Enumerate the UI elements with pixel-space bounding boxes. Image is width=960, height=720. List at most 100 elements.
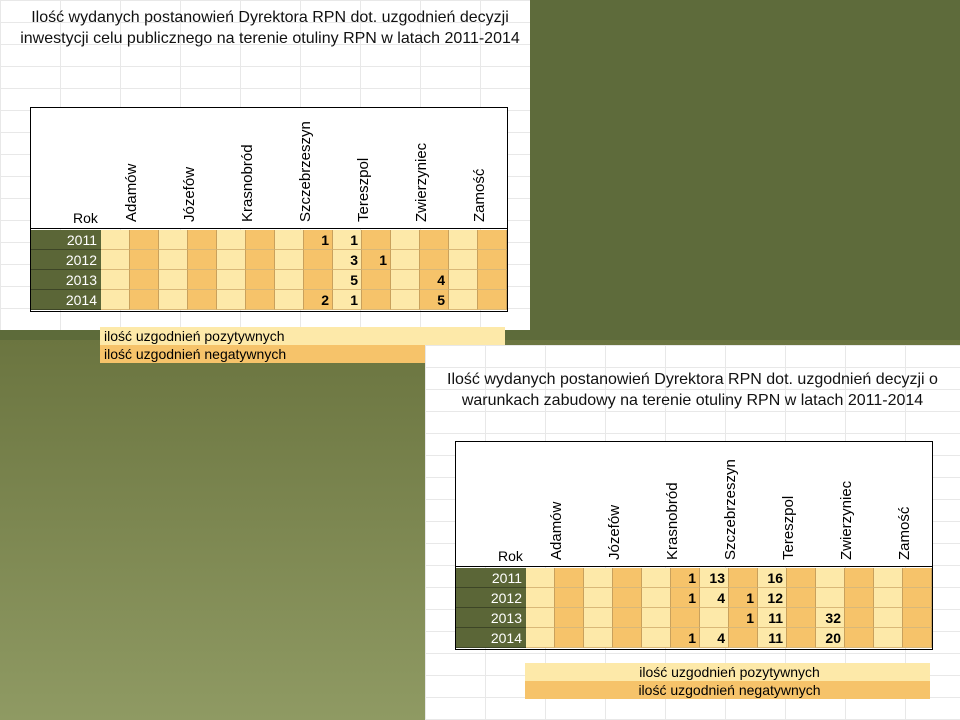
column-header: Józefów bbox=[603, 450, 623, 560]
negative-cell bbox=[188, 270, 217, 290]
year-cell: 2011 bbox=[31, 230, 101, 250]
table2: Rok Adamów Józefów Krasnobród Szczebrzeszyn… bbox=[455, 441, 933, 650]
negative-cell bbox=[845, 628, 874, 648]
positive-cell bbox=[391, 290, 420, 310]
negative-cell bbox=[362, 230, 391, 250]
column-header: Szczebrzeszyn bbox=[294, 112, 314, 222]
column-header-label: Zamość bbox=[896, 506, 914, 560]
column-header: Adamów bbox=[120, 112, 140, 222]
positive-cell: 4 bbox=[700, 588, 729, 608]
negative-cell bbox=[188, 250, 217, 270]
table-row: 2011 1 13 16 bbox=[456, 568, 932, 588]
negative-cell: 1 bbox=[671, 568, 700, 588]
negative-cell bbox=[613, 628, 642, 648]
table2-rok-label: Rok bbox=[498, 548, 523, 564]
column-header: Tereszpol bbox=[352, 112, 372, 222]
positive-cell bbox=[526, 628, 555, 648]
column-header-label: Tereszpol bbox=[355, 157, 373, 222]
positive-cell bbox=[159, 230, 188, 250]
negative-cell bbox=[903, 608, 932, 628]
positive-cell bbox=[159, 270, 188, 290]
negative-cell: 1 bbox=[671, 628, 700, 648]
column-header-label: Krasnobród bbox=[664, 482, 682, 560]
positive-cell: 13 bbox=[700, 568, 729, 588]
negative-cell bbox=[246, 230, 275, 250]
positive-cell bbox=[526, 568, 555, 588]
table-row: 2013 1 11 32 bbox=[456, 608, 932, 628]
table-row: 2013 5 4 bbox=[31, 270, 507, 290]
negative-cell bbox=[845, 568, 874, 588]
positive-cell bbox=[449, 290, 478, 310]
positive-cell bbox=[584, 628, 613, 648]
positive-cell bbox=[816, 568, 845, 588]
column-header: Krasnobród bbox=[236, 112, 256, 222]
year-cell: 2014 bbox=[31, 290, 101, 310]
positive-cell bbox=[816, 588, 845, 608]
positive-cell bbox=[275, 230, 304, 250]
negative-cell: 1 bbox=[304, 230, 333, 250]
table2-legend: ilość uzgodnień pozytywnych ilość uzgodn… bbox=[525, 663, 930, 699]
negative-cell bbox=[246, 250, 275, 270]
positive-cell bbox=[101, 230, 130, 250]
positive-cell bbox=[584, 568, 613, 588]
table1-rok-label: Rok bbox=[73, 210, 98, 226]
negative-cell bbox=[903, 628, 932, 648]
negative-cell bbox=[613, 608, 642, 628]
column-header-label: Zamość bbox=[471, 168, 489, 222]
year-cell: 2012 bbox=[31, 250, 101, 270]
column-header-label: Adamów bbox=[548, 501, 566, 560]
positive-cell bbox=[217, 290, 246, 310]
positive-cell bbox=[526, 608, 555, 628]
positive-cell: 4 bbox=[700, 628, 729, 648]
negative-cell bbox=[555, 588, 584, 608]
table2-sheet: Ilość wydanych postanowień Dyrektora RPN… bbox=[425, 345, 960, 720]
column-header: Adamów bbox=[545, 450, 565, 560]
positive-cell bbox=[449, 230, 478, 250]
negative-cell: 1 bbox=[362, 250, 391, 270]
negative-cell: 5 bbox=[420, 290, 449, 310]
positive-cell: 32 bbox=[816, 608, 845, 628]
negative-cell bbox=[845, 608, 874, 628]
table2-title: Ilość wydanych postanowień Dyrektora RPN… bbox=[447, 371, 938, 409]
column-header-label: Tereszpol bbox=[780, 495, 798, 560]
negative-cell bbox=[478, 290, 507, 310]
positive-cell bbox=[874, 608, 903, 628]
positive-cell bbox=[874, 568, 903, 588]
negative-cell bbox=[903, 588, 932, 608]
negative-cell bbox=[787, 568, 816, 588]
column-header-label: Adamów bbox=[123, 163, 141, 222]
negative-cell: 2 bbox=[304, 290, 333, 310]
positive-cell bbox=[642, 608, 671, 628]
positive-cell bbox=[642, 628, 671, 648]
positive-cell bbox=[874, 588, 903, 608]
negative-cell bbox=[362, 290, 391, 310]
positive-cell bbox=[449, 250, 478, 270]
negative-cell bbox=[555, 608, 584, 628]
negative-cell: 1 bbox=[729, 588, 758, 608]
positive-cell: 20 bbox=[816, 628, 845, 648]
table1: Rok Adamów Józefów Krasnobród Szczebrzeszyn… bbox=[30, 107, 508, 312]
positive-cell bbox=[642, 568, 671, 588]
column-header-label: Józefów bbox=[606, 504, 624, 560]
column-header: Tereszpol bbox=[777, 450, 797, 560]
positive-cell: 1 bbox=[333, 230, 362, 250]
negative-cell bbox=[478, 250, 507, 270]
positive-cell bbox=[217, 250, 246, 270]
table2-header: Rok Adamów Józefów Krasnobród Szczebrzeszyn… bbox=[456, 442, 932, 567]
table-row: 2014 1 4 11 20 bbox=[456, 628, 932, 648]
positive-cell bbox=[584, 608, 613, 628]
negative-cell bbox=[130, 250, 159, 270]
column-header-label: Józefów bbox=[181, 166, 199, 222]
positive-cell bbox=[391, 270, 420, 290]
positive-cell: 1 bbox=[333, 290, 362, 310]
negative-cell bbox=[188, 230, 217, 250]
legend-positive: ilość uzgodnień pozytywnych bbox=[100, 327, 505, 345]
legend-negative: ilość uzgodnień negatywnych bbox=[100, 345, 505, 363]
positive-cell: 11 bbox=[758, 608, 787, 628]
positive-cell: 12 bbox=[758, 588, 787, 608]
positive-cell bbox=[101, 290, 130, 310]
column-header: Zamość bbox=[893, 450, 913, 560]
column-header-label: Zwierzyniec bbox=[413, 142, 431, 222]
negative-cell bbox=[304, 270, 333, 290]
table-row: 2012 3 1 bbox=[31, 250, 507, 270]
